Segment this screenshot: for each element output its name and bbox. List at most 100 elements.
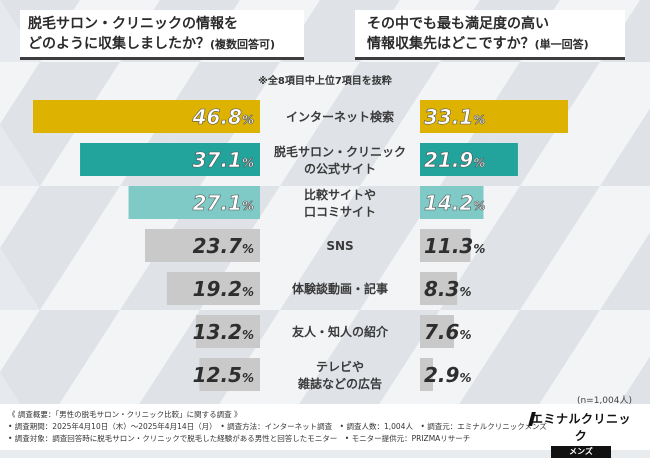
bg-triangle [480,248,560,310]
question-2-suffix: (単一回答) [534,38,589,51]
butterfly-bar-chart: 46.8% 33.1% インターネット検索 37.1% 21.9% 脱毛サロン・クリニック… [33,100,568,391]
survey-footer: 《 調査概要：「男性の脱毛サロン・クリニック比較」に関する調査 》 • 調査期間… [0,404,650,458]
bg-triangle [240,310,320,372]
bg-triangle [560,372,640,434]
bg-triangle [120,62,200,124]
bg-triangle [640,356,650,372]
bg-triangle [640,124,650,140]
bg-triangle [0,310,80,372]
bg-triangle [480,186,560,248]
bg-triangle [520,186,600,248]
bar-right [420,186,484,219]
bg-triangle [80,186,160,248]
footer-line-1: 《 調査概要：「男性の脱毛サロン・クリニック比較」に関する調査 》 [8,410,242,419]
question-1-suffix: (複数回答可) [210,38,276,51]
bg-triangle [320,310,400,372]
bar-right [420,100,568,133]
category-label: テレビや [316,359,364,374]
bg-triangle [520,62,600,124]
selection-note: ※全8項目中上位7項目を抜粋 [258,76,392,87]
bg-triangle [560,248,640,310]
bg-triangle [520,124,600,186]
bar-right [420,143,518,176]
category-label: の公式サイト [304,161,376,176]
bar-right [420,229,471,262]
bar-right-value: 33.1% [424,105,485,129]
question-2-line2: 情報収集先はどこですか？ [367,36,535,52]
bg-triangle [40,186,120,248]
bg-triangle [0,124,80,186]
bar-left-value: 46.8% [192,105,254,129]
bg-triangle [80,248,160,310]
bar-right-value: 14.2% [424,191,485,215]
bg-triangle [560,62,640,124]
question-1-box: 脱毛サロン・クリニックの情報を どのように収集しましたか？(複数回答可) [20,10,304,60]
category-label: 比較サイトや [304,187,376,202]
bar-left [128,186,260,219]
bg-triangle [40,310,120,372]
category-label: SNS [326,239,353,253]
bar-right [420,272,458,305]
bg-triangle [560,124,640,186]
bar-right-value: 2.9% [424,363,471,387]
bg-triangle [480,372,560,434]
bg-triangle [0,372,80,434]
bg-triangle [480,310,560,372]
bar-left [33,100,260,133]
bg-triangle [600,248,650,310]
question-2-box: その中でも最も満足度の高い 情報収集先はどこですか？(単一回答) [355,10,625,60]
bg-triangle [600,310,650,372]
bg-triangle [240,124,320,186]
bg-triangle [640,0,650,16]
bg-triangle [320,372,400,434]
bg-triangle [120,310,200,372]
bg-triangle [40,62,120,124]
bar-left-value: 27.1% [193,191,254,215]
bg-triangle [600,62,650,124]
bg-triangle [600,124,650,186]
bg-triangle [640,372,650,388]
bg-triangle [640,248,650,264]
question-1-line2: どのように収集しましたか？ [28,36,210,52]
bg-triangle [320,124,400,186]
bg-triangle [280,124,360,186]
bg-triangle [600,186,650,248]
bar-right-value: 8.3% [424,277,471,301]
bar-left-value: 19.2% [193,277,254,301]
brand-logo: エミナルクリニック メンズ [526,410,636,458]
bar-left-value: 12.5% [193,363,254,387]
bg-triangle [0,248,80,310]
sample-size: (n=1,004人) [576,396,632,406]
bg-triangle [360,62,440,124]
bg-triangle [320,248,400,310]
bg-triangle [240,248,320,310]
bar-left-value: 13.2% [193,320,254,344]
bg-triangle [280,62,360,124]
bg-triangle [280,248,360,310]
bar-right-value: 11.3% [424,234,485,258]
bg-triangle [280,186,360,248]
bg-triangle [80,310,160,372]
bg-triangle [320,62,400,124]
bar-left [166,272,260,305]
question-2-line1: その中でも最も満足度の高い [367,16,549,32]
bar-left [199,358,260,391]
bg-triangle [0,186,80,248]
bar-left [195,315,260,348]
bar-left [80,143,260,176]
bg-triangle [640,108,650,124]
bar-left-value: 23.7% [193,234,254,258]
footer-line-3: • 調査対象：調査回答時に脱毛サロン・クリニックで脱毛した経験がある男性と回答し… [8,434,471,443]
bar-left [145,229,260,262]
bar-right [420,315,454,348]
category-label: 友人・知人の紹介 [291,324,389,339]
bg-triangle [440,248,520,310]
bar-right [420,358,433,391]
bg-triangle [40,248,120,310]
bg-triangle [520,248,600,310]
bar-left-value: 37.1% [193,148,254,172]
bg-triangle [560,310,640,372]
bg-triangle [440,62,520,124]
category-label: インターネット検索 [286,109,394,124]
bg-triangle [640,232,650,248]
